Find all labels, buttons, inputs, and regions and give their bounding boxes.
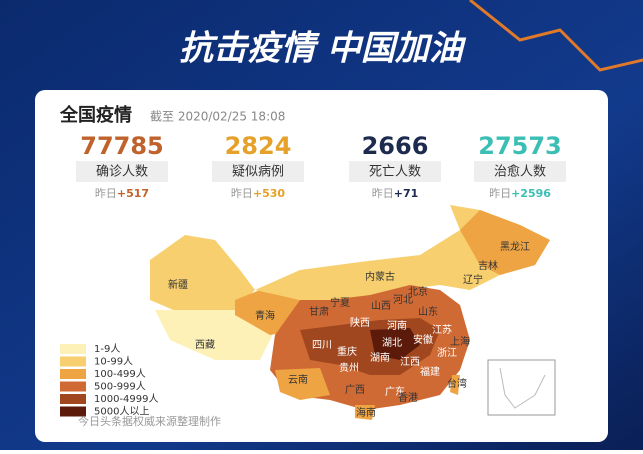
stat-value: 2666 [362,132,429,160]
yesterday: 昨日 [95,187,117,200]
province-label: 新疆 [168,278,188,291]
legend-swatch [60,369,86,379]
stat-delta: 昨日+517 [95,187,149,200]
stat-label-box [76,161,168,182]
delta: +530 [253,187,286,200]
banner-title: 抗击疫情 中国加油 [179,29,467,69]
province-label: 四川 [312,340,332,351]
province-label: 河北 [393,294,413,306]
province-label: 甘肃 [309,305,329,318]
province-label: 安徽 [413,333,433,346]
province-label: 香港 [398,392,418,404]
stat-label: 死亡人数 [369,165,421,180]
legend-label: 1-9人 [94,343,120,355]
province-label: 吉林 [478,259,498,272]
region [155,310,275,360]
province-label: 陕西 [350,316,370,329]
inset-box [487,359,556,416]
inset-outline [499,367,546,409]
legend-label: 10-99人 [94,356,133,368]
legend-swatch [60,356,86,367]
card-title: 全国疫情 [59,104,132,126]
province-label: 湖南 [370,351,390,364]
province-label: 北京 [408,285,428,298]
decor-line [469,0,643,72]
province-label: 上海 [450,335,470,348]
stat-label: 疑似病例 [232,164,284,180]
legend-swatch [60,381,86,392]
yesterday: 昨日 [372,187,394,200]
region [450,375,460,395]
stat-delta: 昨日+71 [372,187,419,200]
legend-label: 100-499人 [94,368,146,380]
updated: 截至 2020/02/25 18:08 [150,110,285,124]
legend-label: 1000-4999人 [94,393,159,405]
stat-label: 确诊人数 [96,165,148,180]
yesterday: 昨日 [231,187,253,200]
delta: +2596 [511,187,551,200]
region [355,405,375,420]
province-label: 福建 [420,365,440,378]
legend-label: 500-999人 [94,381,146,393]
province-label: 广东 [385,385,405,398]
region [275,368,330,400]
province-label: 江西 [400,356,420,368]
province-label: 广西 [345,384,365,396]
stat-label-box [212,161,304,182]
delta: +517 [117,187,149,200]
stat-label: 治愈人数 [494,165,546,180]
province-label: 台湾 [447,377,467,390]
province-label: 青海 [255,309,275,322]
legend-swatch [60,394,86,404]
region [460,210,550,275]
province-label: 内蒙古 [365,270,395,283]
province-label: 重庆 [337,345,357,358]
province-label: 云南 [288,373,308,386]
yesterday: 昨日 [489,187,511,200]
stat-value: 77785 [80,132,164,160]
province-label: 海南 [356,406,376,419]
province-label: 黑龙江 [500,240,530,253]
province-label: 江苏 [432,323,452,336]
delta: +71 [394,187,419,200]
province-label: 辽宁 [463,273,483,286]
legend-label: 5000人以上 [94,406,149,418]
province-label: 湖北 [382,337,402,349]
stat-value: 27573 [478,132,562,160]
province-label: 西藏 [195,339,215,351]
province-label: 浙江 [437,347,457,359]
province-label: 宁夏 [330,296,350,309]
province-label: 河南 [387,319,407,332]
stat-label-box [349,161,441,182]
province-label: 贵州 [339,361,359,374]
legend-swatch [60,344,86,354]
province-label: 山东 [418,305,438,318]
region [150,235,255,315]
stat-delta: 昨日+2596 [489,187,551,200]
region [370,328,420,360]
source: 今日头条据权威来源整理制作 [78,414,221,428]
province-label: 山西 [371,300,391,312]
legend-swatch [60,406,86,417]
stat-delta: 昨日+530 [231,187,286,200]
stat-label-box [474,161,566,182]
stat-value: 2824 [225,132,292,160]
